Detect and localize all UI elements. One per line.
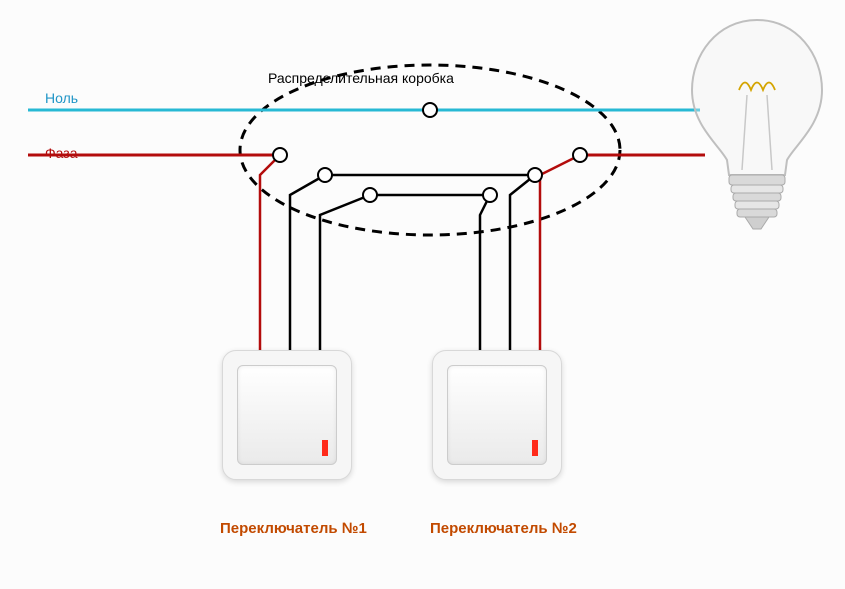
sw2-live-drop xyxy=(540,155,580,350)
sw1-traveller2-drop xyxy=(320,195,370,350)
node-r2 xyxy=(528,168,542,182)
switch-2-indicator-icon xyxy=(532,440,538,456)
light-bulb-icon xyxy=(687,15,827,235)
node-r1 xyxy=(573,148,587,162)
live-label: Фаза xyxy=(45,145,77,161)
switch-2 xyxy=(432,350,562,480)
switch1-caption: Переключатель №1 xyxy=(220,520,367,537)
neutral-label: Ноль xyxy=(45,90,78,106)
node-neutral xyxy=(423,103,437,117)
switch-1-indicator-icon xyxy=(322,440,328,456)
switch-1 xyxy=(222,350,352,480)
sw2-traveller1-drop xyxy=(480,195,490,350)
sw1-live-drop xyxy=(260,155,280,350)
node-l3 xyxy=(363,188,377,202)
node-l1 xyxy=(273,148,287,162)
switch-1-rocker[interactable] xyxy=(237,365,337,465)
junction-box-label: Распределительная коробка xyxy=(268,70,454,86)
node-r3 xyxy=(483,188,497,202)
switch-2-rocker[interactable] xyxy=(447,365,547,465)
sw2-traveller2-drop xyxy=(510,175,535,350)
sw1-traveller1-drop xyxy=(290,175,325,350)
junction-box-outline xyxy=(240,65,620,235)
switch2-caption: Переключатель №2 xyxy=(430,520,577,537)
node-l2 xyxy=(318,168,332,182)
